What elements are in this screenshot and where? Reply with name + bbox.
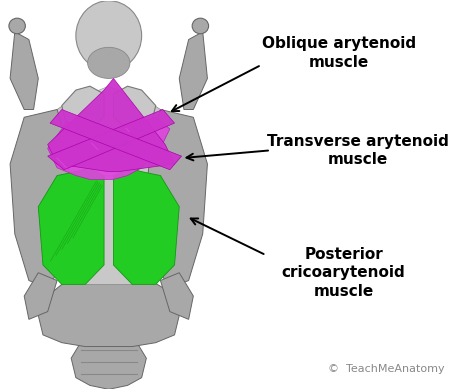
Polygon shape [10, 32, 38, 110]
Text: Oblique arytenoid
muscle: Oblique arytenoid muscle [262, 36, 416, 70]
Polygon shape [24, 273, 57, 319]
Ellipse shape [88, 47, 130, 78]
Polygon shape [62, 86, 104, 129]
Polygon shape [48, 90, 170, 284]
Text: Transverse arytenoid
muscle: Transverse arytenoid muscle [267, 133, 449, 167]
Text: Posterior
cricoarytenoid
muscle: Posterior cricoarytenoid muscle [282, 246, 406, 299]
Polygon shape [113, 86, 156, 129]
Ellipse shape [76, 1, 142, 71]
Text: ©  TeachMeAnatomy: © TeachMeAnatomy [328, 364, 444, 374]
Polygon shape [160, 273, 193, 319]
Polygon shape [71, 339, 146, 389]
Polygon shape [38, 277, 179, 347]
Polygon shape [113, 168, 179, 284]
Polygon shape [146, 110, 208, 288]
Polygon shape [90, 137, 128, 176]
Polygon shape [179, 32, 208, 110]
Ellipse shape [9, 18, 26, 34]
Polygon shape [10, 110, 71, 288]
Polygon shape [48, 110, 174, 170]
Ellipse shape [192, 18, 209, 34]
Polygon shape [38, 168, 104, 284]
Polygon shape [90, 86, 128, 129]
Polygon shape [48, 78, 174, 172]
Polygon shape [50, 110, 182, 170]
Polygon shape [48, 117, 170, 179]
